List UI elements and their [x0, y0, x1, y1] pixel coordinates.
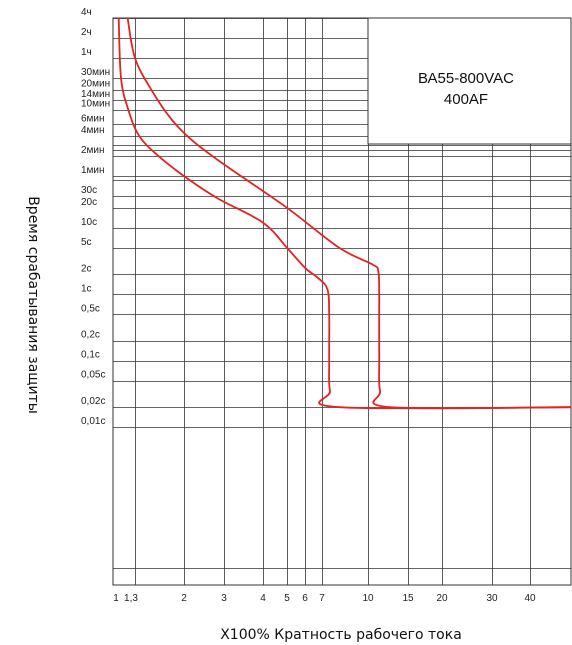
model-label: ВА55-800VAC	[418, 70, 514, 87]
x-axis-title: X100% Кратность рабочего тока	[220, 627, 462, 643]
x-tick-label: 15	[402, 593, 414, 604]
y-tick-label: 0,2с	[81, 330, 100, 341]
y-tick-label: 10мин	[81, 99, 110, 110]
x-tick-label: 5	[284, 593, 290, 604]
y-tick-label: 2ч	[81, 27, 92, 38]
y-tick-label: 4ч	[81, 7, 92, 18]
y-tick-label: 2мин	[81, 145, 105, 156]
y-tick-label: 10с	[81, 217, 97, 228]
y-tick-label: 1с	[81, 283, 92, 294]
y-tick-label: 0,5с	[81, 303, 100, 314]
trip-curve-min	[117, 17, 572, 410]
model-label-box	[367, 17, 572, 145]
x-tick-label: 4	[260, 593, 266, 604]
plot-frame	[112, 17, 572, 586]
x-tick-label: 20	[436, 593, 448, 604]
x-tick-label: 30	[486, 593, 498, 604]
y-tick-label: 14мин	[81, 89, 110, 100]
x-tick-label: 3	[221, 593, 227, 604]
x-tick-label: 7	[319, 593, 325, 604]
y-tick-label: 0,1с	[81, 350, 100, 361]
y-tick-label: 30мин	[81, 67, 110, 78]
x-tick-labels: 1 1,3 2 3 4 5 6 7 10 15 20 30 40	[113, 593, 536, 604]
trip-curve-max	[126, 17, 572, 410]
y-tick-label: 1мин	[81, 165, 105, 176]
y-tick-label: 30с	[81, 185, 97, 196]
y-axis-title: Время срабатывания защиты	[25, 196, 41, 414]
x-tick-label: 1	[113, 593, 119, 604]
y-tick-label: 20мин	[81, 79, 110, 90]
x-tick-label: 2	[181, 593, 187, 604]
y-tick-label: 6мин	[81, 113, 105, 124]
x-tick-label: 1,3	[124, 593, 138, 604]
x-tick-label: 10	[362, 593, 374, 604]
y-tick-label: 0,05с	[81, 370, 105, 381]
y-tick-label: 5с	[81, 237, 92, 248]
y-tick-label: 0,02с	[81, 396, 105, 407]
y-tick-label: 4мин	[81, 125, 105, 136]
trip-curves	[117, 17, 572, 410]
x-tick-label: 40	[524, 593, 536, 604]
y-tick-label: 20с	[81, 197, 97, 208]
y-tick-label: 0,01с	[81, 416, 105, 427]
y-tick-label: 2с	[81, 263, 92, 274]
frame-label: 400AF	[444, 91, 488, 108]
x-tick-label: 6	[302, 593, 308, 604]
y-tick-label: 1ч	[81, 47, 92, 58]
